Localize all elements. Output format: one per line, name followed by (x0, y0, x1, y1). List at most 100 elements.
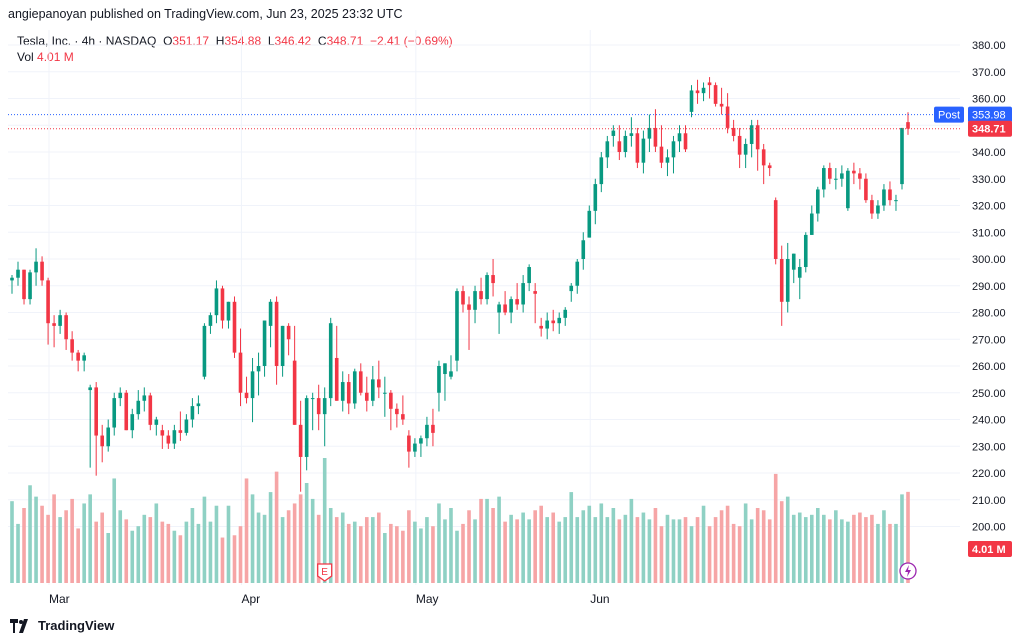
earnings-marker (317, 563, 333, 582)
candle-body (196, 403, 201, 407)
candle-body (94, 387, 98, 436)
volume-tag: 4.01 M (972, 544, 1006, 556)
volume-bar (76, 528, 80, 583)
candle-body (852, 170, 856, 174)
candle-body (593, 184, 598, 211)
volume-bar (238, 526, 243, 583)
volume-bar (172, 530, 177, 583)
volume-bar (82, 503, 86, 583)
volume-bar (334, 517, 339, 583)
candle-body (130, 414, 135, 431)
candle-body (665, 157, 670, 163)
volume-bar (906, 491, 910, 583)
volume-bar (184, 521, 189, 583)
volume-bar (232, 535, 237, 583)
candle-body (701, 87, 706, 94)
volume-bar (671, 519, 676, 583)
price-tick-label: 370.00 (972, 67, 1006, 79)
volume-bar (70, 498, 74, 583)
candle-body (274, 301, 279, 366)
volume-bar (256, 512, 261, 583)
volume-bar (190, 508, 195, 583)
volume-bar (509, 514, 513, 583)
candle-body (292, 360, 297, 425)
volume-bar (202, 496, 207, 583)
volume-bar (617, 519, 622, 583)
volume-bar (52, 494, 56, 583)
candle-body (250, 371, 255, 399)
volume-bar (659, 526, 664, 583)
candle-body (677, 133, 682, 142)
volume-bar (791, 514, 796, 583)
volume-bar (118, 510, 123, 583)
volume-bar (401, 530, 405, 583)
post-tag-bg (934, 106, 964, 123)
volume-bar (533, 510, 537, 583)
candle-body (106, 427, 111, 447)
volume-bar (88, 494, 92, 583)
price-tick-label: 320.00 (972, 201, 1006, 213)
price-tick-label: 220.00 (972, 468, 1006, 480)
publisher-header: angiepanoyan published on TradingView.co… (8, 7, 403, 21)
volume-bar (539, 505, 543, 583)
tradingview-footer[interactable]: TradingView (10, 618, 114, 633)
volume-bar (419, 528, 423, 583)
candle-body (190, 406, 195, 420)
candle-body (64, 315, 68, 340)
volume-bar (834, 510, 838, 583)
price-tick-label: 340.00 (972, 147, 1006, 159)
candle-body (539, 325, 543, 329)
volume-bar (779, 501, 784, 583)
volume-bar (611, 508, 616, 583)
candle-body (310, 398, 315, 400)
candle-body (791, 253, 796, 270)
candle-body (611, 130, 616, 136)
candle-body (521, 283, 525, 305)
volume-bar (40, 505, 44, 583)
candle-body (737, 135, 742, 155)
candle-body (443, 363, 447, 375)
candle-body (154, 419, 159, 425)
price-tick-label: 290.00 (972, 281, 1006, 293)
volume-bar (888, 523, 892, 583)
volume-label: Vol (17, 50, 34, 64)
price-lines (8, 114, 960, 130)
price-tick-label: 280.00 (972, 308, 1006, 320)
volume-bar (689, 526, 694, 583)
candle-body (389, 392, 393, 409)
candle-body (232, 301, 237, 353)
volume-bar (473, 519, 477, 583)
candle-body (713, 85, 718, 104)
volume-bar (395, 526, 399, 583)
volume-bar (106, 533, 111, 583)
volume-bar (268, 492, 273, 583)
volume-bar (352, 521, 357, 583)
candle-body (834, 178, 838, 180)
candle-body (749, 125, 754, 144)
volume-bar (112, 478, 117, 583)
candle-body (214, 288, 219, 316)
candle-body (779, 259, 784, 302)
candle-body (202, 325, 207, 377)
candle-body (617, 141, 622, 152)
candle-body (629, 133, 634, 136)
candle-body (346, 382, 351, 404)
price-tick-label: 300.00 (972, 254, 1006, 266)
candles (10, 77, 910, 492)
volume-bar (773, 473, 778, 583)
volume-bar (701, 505, 706, 583)
volume-bar (383, 533, 387, 583)
candle-body (653, 127, 658, 147)
volume-bar (803, 517, 808, 583)
volume-bar (653, 508, 658, 583)
volume-bar (731, 523, 736, 583)
candle-body (557, 317, 562, 324)
grid-lines (8, 30, 960, 585)
candle-body (425, 424, 429, 439)
candle-body (497, 304, 501, 313)
candle-body (455, 291, 459, 361)
candle-body (671, 141, 676, 158)
candle-body (238, 352, 243, 393)
candle-body (485, 275, 489, 300)
